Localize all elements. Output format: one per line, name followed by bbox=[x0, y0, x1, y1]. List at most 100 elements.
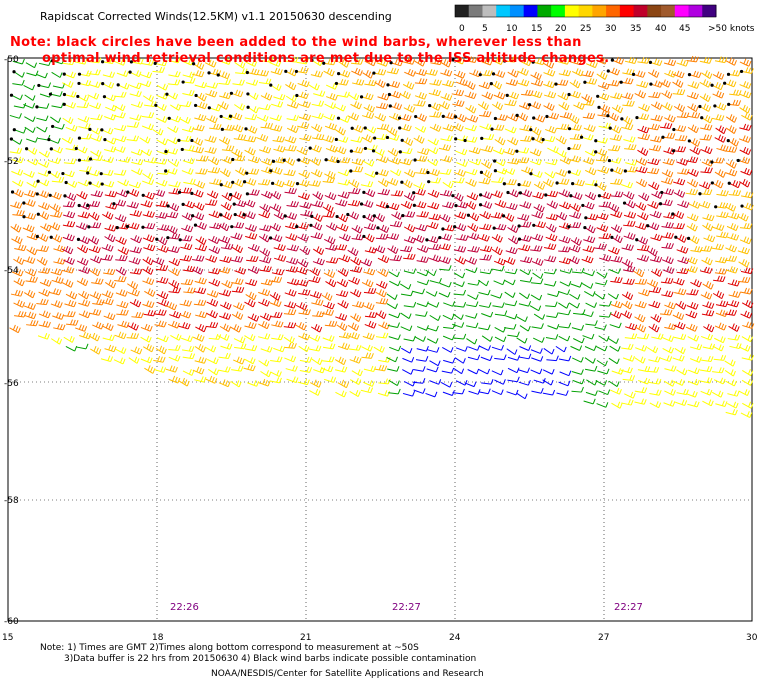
wind-barb bbox=[325, 102, 336, 108]
wind-barb bbox=[427, 202, 439, 209]
wind-barb bbox=[726, 125, 736, 133]
contamination-dot bbox=[10, 137, 13, 140]
wind-barb bbox=[701, 292, 712, 300]
wind-barb bbox=[584, 291, 595, 296]
wind-barb bbox=[309, 335, 320, 341]
wind-barb bbox=[650, 136, 662, 142]
wind-barb bbox=[530, 245, 542, 251]
wind-barb bbox=[311, 201, 323, 207]
wind-barb bbox=[635, 345, 646, 351]
wind-barb bbox=[454, 169, 465, 176]
wind-barb bbox=[480, 70, 492, 76]
contamination-dot bbox=[246, 192, 249, 195]
contamination-dot bbox=[454, 137, 457, 140]
wind-barb bbox=[712, 158, 724, 164]
wind-barb bbox=[674, 288, 686, 294]
wind-barb bbox=[729, 180, 740, 188]
wind-barb bbox=[169, 311, 180, 318]
contamination-dot bbox=[335, 215, 338, 218]
wind-barb bbox=[23, 225, 34, 232]
wind-barb bbox=[232, 149, 243, 157]
wind-barb bbox=[196, 102, 207, 109]
wind-barb bbox=[429, 79, 441, 85]
wind-barb bbox=[219, 313, 230, 320]
wind-barb bbox=[37, 191, 48, 198]
contamination-dot bbox=[309, 224, 312, 227]
wind-barb bbox=[247, 380, 258, 386]
wind-barb bbox=[389, 313, 400, 318]
wind-barb bbox=[648, 92, 660, 98]
wind-barb bbox=[116, 237, 127, 245]
wind-barb bbox=[478, 234, 489, 241]
wind-barb bbox=[569, 212, 581, 219]
wind-barb bbox=[661, 200, 673, 206]
wind-barb bbox=[144, 289, 155, 297]
wind-barb bbox=[701, 334, 712, 340]
wind-barb bbox=[131, 168, 142, 174]
wind-barb bbox=[610, 93, 622, 99]
wind-barb bbox=[89, 222, 101, 228]
colorbar-swatch bbox=[661, 5, 675, 17]
contamination-dot bbox=[37, 84, 40, 87]
wind-barb bbox=[326, 257, 338, 263]
contamination-dot bbox=[568, 127, 571, 130]
contamination-dot bbox=[635, 238, 638, 241]
wind-barb bbox=[284, 302, 296, 309]
wind-barb bbox=[504, 257, 515, 264]
wind-barb bbox=[66, 291, 77, 299]
wind-barb bbox=[337, 322, 347, 330]
wind-barb bbox=[90, 292, 101, 299]
wind-barb bbox=[635, 90, 646, 98]
wind-barb bbox=[739, 135, 750, 142]
contamination-dot bbox=[335, 82, 338, 85]
wind-barb bbox=[77, 102, 89, 107]
wind-barb bbox=[430, 315, 441, 320]
wind-barb bbox=[194, 114, 206, 121]
wind-barb bbox=[36, 116, 48, 121]
wind-barb bbox=[26, 137, 37, 142]
wind-barb bbox=[740, 81, 751, 88]
wind-barb bbox=[364, 189, 375, 196]
wind-barb bbox=[195, 311, 207, 317]
contamination-dot bbox=[63, 194, 66, 197]
wind-barb bbox=[221, 243, 233, 249]
wind-barb bbox=[403, 254, 415, 260]
colorbar-swatch bbox=[702, 5, 716, 17]
wind-barb bbox=[115, 255, 127, 261]
contamination-dot bbox=[13, 128, 16, 131]
wind-barb bbox=[586, 303, 597, 308]
contamination-dot bbox=[22, 201, 25, 204]
wind-barb bbox=[686, 311, 697, 318]
wind-barb bbox=[273, 94, 285, 100]
contamination-dot bbox=[480, 171, 483, 174]
wind-barb bbox=[661, 90, 671, 98]
wind-barb bbox=[387, 233, 399, 239]
contamination-dot bbox=[583, 81, 586, 84]
wind-barb bbox=[623, 375, 635, 380]
wind-barb bbox=[491, 177, 503, 182]
wind-barb bbox=[11, 169, 22, 175]
wind-barb bbox=[714, 378, 725, 384]
wind-barb bbox=[259, 146, 270, 153]
contamination-dot bbox=[740, 70, 743, 73]
wind-barb bbox=[309, 180, 321, 186]
wind-barb bbox=[712, 367, 724, 372]
wind-barb bbox=[209, 157, 219, 165]
wind-barb bbox=[64, 158, 76, 163]
wind-barb bbox=[338, 116, 349, 122]
wind-barb bbox=[338, 170, 349, 176]
wind-barb bbox=[546, 234, 557, 241]
wind-barb bbox=[544, 269, 556, 274]
wind-barb bbox=[676, 301, 686, 309]
wind-barb bbox=[479, 82, 490, 89]
contamination-dot bbox=[519, 191, 522, 194]
wind-barb bbox=[66, 125, 77, 131]
wind-barb bbox=[24, 117, 35, 122]
wind-barb bbox=[597, 272, 607, 278]
wind-barb bbox=[702, 115, 712, 123]
wind-barb bbox=[504, 213, 514, 221]
wind-barb bbox=[610, 311, 621, 319]
wind-barb bbox=[625, 166, 637, 172]
wind-barb bbox=[466, 115, 477, 122]
wind-barb bbox=[63, 201, 75, 206]
